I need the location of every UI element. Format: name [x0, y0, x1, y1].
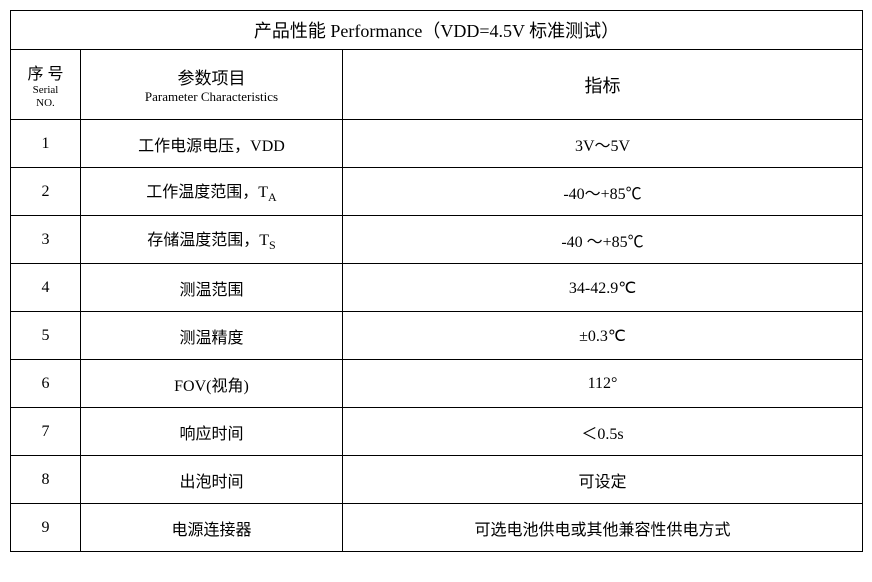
table-title-row: 产品性能 Performance（VDD=4.5V 标准测试） — [11, 11, 863, 50]
cell-value: -40 ～+85℃ — [343, 216, 863, 264]
table-title: 产品性能 Performance（VDD=4.5V 标准测试） — [11, 11, 863, 50]
table-row: 6FOV(视角)112° — [11, 360, 863, 408]
cell-value: ＜0.5s — [343, 408, 863, 456]
cell-param: 存储温度范围，TS — [81, 216, 343, 264]
cell-value: 34-42.9℃ — [343, 264, 863, 312]
cell-param: 工作电源电压，VDD — [81, 120, 343, 168]
cell-serial: 2 — [11, 168, 81, 216]
cell-param: FOV(视角) — [81, 360, 343, 408]
header-serial-cn: 序 号 — [15, 60, 76, 84]
table-row: 3存储温度范围，TS-40 ～+85℃ — [11, 216, 863, 264]
table-row: 9电源连接器可选电池供电或其他兼容性供电方式 — [11, 504, 863, 552]
cell-value: 可选电池供电或其他兼容性供电方式 — [343, 504, 863, 552]
cell-param: 测温范围 — [81, 264, 343, 312]
table-row: 5测温精度±0.3℃ — [11, 312, 863, 360]
param-text: 存储温度范围，T — [147, 232, 269, 249]
cell-param: 电源连接器 — [81, 504, 343, 552]
cell-value: -40～+85℃ — [343, 168, 863, 216]
cell-serial: 7 — [11, 408, 81, 456]
cell-serial: 9 — [11, 504, 81, 552]
param-subscript: S — [269, 238, 276, 252]
header-index: 指标 — [343, 50, 863, 120]
table-row: 7响应时间＜0.5s — [11, 408, 863, 456]
table-row: 4测温范围34-42.9℃ — [11, 264, 863, 312]
cell-param: 响应时间 — [81, 408, 343, 456]
param-text: 工作温度范围，T — [146, 184, 268, 201]
cell-serial: 4 — [11, 264, 81, 312]
cell-value: ±0.3℃ — [343, 312, 863, 360]
cell-value: 可设定 — [343, 456, 863, 504]
cell-value: 112° — [343, 360, 863, 408]
table-row: 8出泡时间可设定 — [11, 456, 863, 504]
performance-table: 产品性能 Performance（VDD=4.5V 标准测试） 序 号 Seri… — [10, 10, 863, 552]
header-param-cn: 参数项目 — [85, 64, 338, 89]
header-param-en: Parameter Characteristics — [85, 89, 338, 105]
table-row: 1工作电源电压，VDD3V～5V — [11, 120, 863, 168]
cell-serial: 5 — [11, 312, 81, 360]
header-serial-en2: NO. — [15, 97, 76, 109]
cell-param: 出泡时间 — [81, 456, 343, 504]
cell-value: 3V～5V — [343, 120, 863, 168]
cell-serial: 6 — [11, 360, 81, 408]
table-header-row: 序 号 Serial NO. 参数项目 Parameter Characteri… — [11, 50, 863, 120]
header-serial: 序 号 Serial NO. — [11, 50, 81, 120]
cell-param: 工作温度范围，TA — [81, 168, 343, 216]
table-row: 2工作温度范围，TA-40～+85℃ — [11, 168, 863, 216]
header-param: 参数项目 Parameter Characteristics — [81, 50, 343, 120]
header-serial-en1: Serial — [15, 84, 76, 96]
cell-param: 测温精度 — [81, 312, 343, 360]
cell-serial: 1 — [11, 120, 81, 168]
param-subscript: A — [268, 190, 277, 204]
cell-serial: 8 — [11, 456, 81, 504]
cell-serial: 3 — [11, 216, 81, 264]
